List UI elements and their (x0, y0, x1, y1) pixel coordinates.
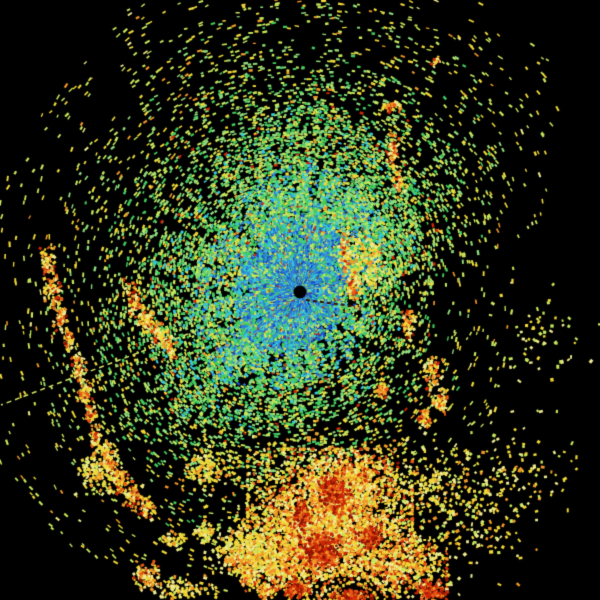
radar-speckle-canvas (0, 0, 600, 600)
radar-display (0, 0, 600, 600)
